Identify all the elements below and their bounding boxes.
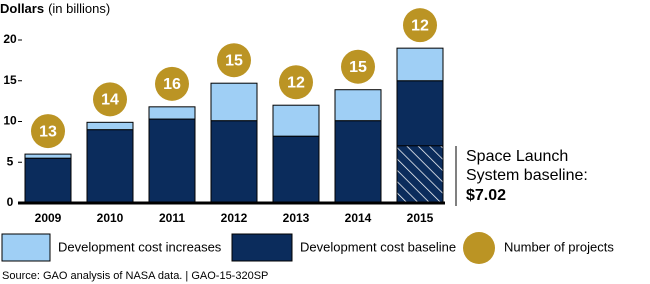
project-circle	[93, 82, 127, 117]
x-tick-label: 2011	[159, 211, 185, 225]
bar-segment	[86, 129, 134, 204]
bar-segment	[24, 157, 72, 204]
bar-segment	[396, 47, 444, 82]
bar-segment	[86, 121, 134, 131]
x-tick-label: 2012	[221, 211, 248, 225]
project-circle	[341, 49, 375, 84]
legend-swatch	[463, 232, 495, 264]
y-unit: (in billions)	[48, 1, 110, 16]
legend-label: Development cost baseline	[300, 239, 456, 254]
legend-label: Number of projects	[504, 239, 614, 254]
bar-segment	[148, 118, 196, 204]
sls-hatch	[396, 145, 444, 204]
annotation-text: Space Launch	[466, 148, 568, 165]
y-tick-label: 15	[3, 73, 17, 87]
project-circle	[155, 66, 189, 101]
x-tick-label: 2013	[283, 211, 310, 225]
bar-segment	[210, 120, 258, 204]
y-label: Dollars	[0, 1, 44, 16]
x-tick-label: 2009	[35, 211, 62, 225]
legend-swatch	[231, 233, 293, 262]
source: Source: GAO analysis of NASA data. | GAO…	[2, 270, 268, 282]
legend-swatch	[1, 233, 51, 262]
bar-segment	[272, 135, 320, 204]
bar-segment	[24, 153, 72, 159]
x-tick-label: 2014	[345, 211, 372, 225]
project-circle	[31, 114, 65, 149]
y-tick-label: 5	[7, 154, 14, 168]
bar-segment	[210, 82, 258, 122]
bar-segment	[334, 89, 382, 122]
project-label: 14	[101, 92, 119, 109]
project-label: 12	[287, 74, 305, 91]
bar-segment	[272, 104, 320, 137]
y-tick-label: 0	[7, 195, 14, 209]
bar-segment	[148, 106, 196, 120]
y-tick-label: 20	[3, 32, 17, 46]
legend-label: Development cost increases	[58, 239, 222, 254]
x-tick-label: 2010	[97, 211, 124, 225]
project-label: 13	[39, 123, 57, 140]
y-tick-label: 10	[3, 114, 17, 128]
project-label: 15	[349, 59, 367, 76]
annotation-text: System baseline:	[466, 167, 588, 184]
x-tick-label: 2015	[407, 211, 434, 225]
bar-segment	[334, 120, 382, 204]
project-circle	[403, 8, 437, 43]
project-label: 15	[225, 52, 243, 69]
project-label: 16	[163, 76, 181, 93]
y-axis-label: Dollars (in billions)	[0, 1, 110, 16]
annotation-value: $7.02	[466, 187, 506, 204]
project-circle	[217, 43, 251, 78]
project-label: 12	[411, 17, 429, 34]
project-circle	[279, 65, 313, 100]
